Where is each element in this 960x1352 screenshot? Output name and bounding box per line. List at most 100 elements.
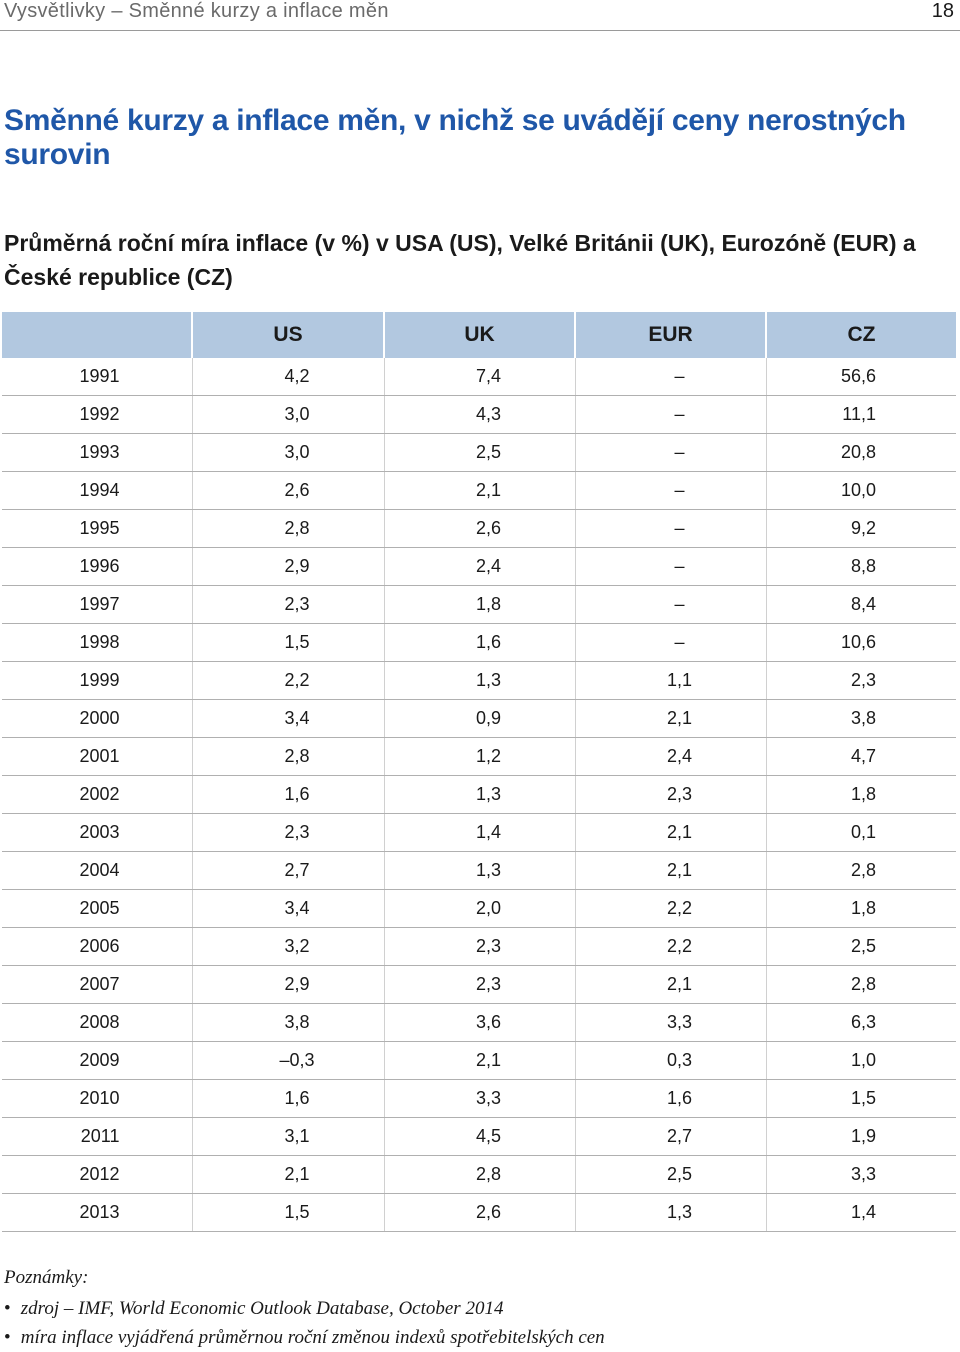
year-cell: 2005 [2, 889, 192, 928]
value-cell-eur: – [574, 547, 766, 586]
value-cell-cz: 10,0 [765, 471, 956, 510]
year-cell: 2001 [2, 737, 192, 776]
value-cell-cz: 3,3 [765, 1155, 956, 1194]
table-row: 2007 2,9 2,3 2,1 2,8 [2, 965, 956, 1004]
table-row: 1996 2,9 2,4–8,8 [2, 547, 956, 586]
value-cell-us: 1,6 [191, 1079, 384, 1118]
table-row: 1995 2,8 2,6–9,2 [2, 509, 956, 548]
bullet-icon: • [4, 1298, 11, 1319]
table-row: 2013 1,5 2,6 1,3 1,4 [2, 1193, 956, 1232]
year-cell: 2013 [2, 1193, 192, 1232]
value-cell-eur: – [574, 433, 766, 472]
note-item: • zdroj – IMF, World Economic Outlook Da… [4, 1294, 954, 1323]
value-cell-us: 1,6 [191, 775, 384, 814]
value-cell-cz: 1,8 [765, 775, 956, 814]
table-row: 2008 3,8 3,6 3,3 6,3 [2, 1003, 956, 1042]
value-cell-uk: 2,1 [383, 471, 575, 510]
value-cell-eur: 1,6 [574, 1079, 766, 1118]
value-cell-uk: 2,1 [383, 1041, 575, 1080]
table-caption: Průměrná roční míra inflace (v %) v USA … [4, 230, 916, 290]
value-cell-eur: 2,3 [574, 775, 766, 814]
value-cell-us: 3,4 [191, 699, 384, 738]
column-header-uk: UK [383, 312, 575, 358]
value-cell-cz: 6,3 [765, 1003, 956, 1042]
value-cell-cz: 20,8 [765, 433, 956, 472]
year-cell: 2004 [2, 851, 192, 890]
value-cell-uk: 4,3 [383, 395, 575, 434]
value-cell-uk: 7,4 [383, 358, 575, 396]
value-cell-uk: 2,6 [383, 1193, 575, 1232]
value-cell-us: 3,1 [191, 1117, 384, 1156]
value-cell-cz: 2,5 [765, 927, 956, 966]
table-row: 2006 3,2 2,3 2,2 2,5 [2, 927, 956, 966]
table-row: 1991 4,2 7,4–56,6 [2, 358, 956, 396]
note-text: zdroj – IMF, World Economic Outlook Data… [20, 1298, 504, 1319]
value-cell-uk: 2,0 [383, 889, 575, 928]
value-cell-eur: 1,3 [574, 1193, 766, 1232]
note-item: • míra inflace vyjádřená průměrnou roční… [4, 1323, 954, 1352]
value-cell-cz: 4,7 [765, 737, 956, 776]
value-cell-eur: 2,1 [574, 813, 766, 852]
table-row: 2003 2,3 1,4 2,1 0,1 [2, 813, 956, 852]
table-row: 2010 1,6 3,3 1,6 1,5 [2, 1079, 956, 1118]
value-cell-uk: 2,5 [383, 433, 575, 472]
table-header-row: US UK EUR CZ [2, 312, 956, 358]
value-cell-cz: 1,0 [765, 1041, 956, 1080]
value-cell-eur: 2,4 [574, 737, 766, 776]
column-header-eur: EUR [574, 312, 766, 358]
table-row: 1999 2,2 1,3 1,1 2,3 [2, 661, 956, 700]
year-cell: 1999 [2, 661, 192, 700]
value-cell-eur: 3,3 [574, 1003, 766, 1042]
value-cell-cz: 1,8 [765, 889, 956, 928]
value-cell-uk: 1,8 [383, 585, 575, 624]
value-cell-cz: 1,9 [765, 1117, 956, 1156]
value-cell-us: 2,3 [191, 585, 384, 624]
value-cell-cz: 0,1 [765, 813, 956, 852]
value-cell-uk: 2,3 [383, 927, 575, 966]
value-cell-eur: – [574, 358, 766, 396]
year-cell: 2010 [2, 1079, 192, 1118]
year-cell: 2007 [2, 965, 192, 1004]
value-cell-uk: 1,2 [383, 737, 575, 776]
value-cell-eur: – [574, 585, 766, 624]
column-header-year [2, 312, 192, 358]
year-cell: 1992 [2, 395, 192, 434]
value-cell-cz: 2,8 [765, 965, 956, 1004]
year-cell: 2012 [2, 1155, 192, 1194]
year-cell: 1991 [2, 358, 192, 396]
year-cell: 2003 [2, 813, 192, 852]
table-row: 2011 3,1 4,5 2,7 1,9 [2, 1117, 956, 1156]
value-cell-uk: 0,9 [383, 699, 575, 738]
table-row: 1997 2,3 1,8–8,4 [2, 585, 956, 624]
value-cell-cz: 2,8 [765, 851, 956, 890]
year-cell: 1995 [2, 509, 192, 548]
table-row: 1993 3,0 2,5–20,8 [2, 433, 956, 472]
value-cell-uk: 3,3 [383, 1079, 575, 1118]
value-cell-us: 2,7 [191, 851, 384, 890]
year-cell: 2000 [2, 699, 192, 738]
value-cell-eur: 2,2 [574, 927, 766, 966]
value-cell-uk: 1,3 [383, 775, 575, 814]
value-cell-us: 3,0 [191, 395, 384, 434]
value-cell-uk: 3,6 [383, 1003, 575, 1042]
value-cell-us: 2,2 [191, 661, 384, 700]
table-row: 2009 –0,3 2,1 0,3 1,0 [2, 1041, 956, 1080]
value-cell-eur: 1,1 [574, 661, 766, 700]
year-cell: 1994 [2, 471, 192, 510]
value-cell-cz: 56,6 [765, 358, 956, 396]
table-row: 2000 3,4 0,9 2,1 3,8 [2, 699, 956, 738]
table-row: 1992 3,0 4,3–11,1 [2, 395, 956, 434]
table-header: US UK EUR CZ [2, 312, 956, 358]
value-cell-eur: 2,1 [574, 965, 766, 1004]
value-cell-uk: 2,6 [383, 509, 575, 548]
running-header-title: Vysvětlivky – Směnné kurzy a inflace měn [4, 0, 389, 22]
bullet-icon: • [4, 1327, 11, 1348]
table-row: 2012 2,1 2,8 2,5 3,3 [2, 1155, 956, 1194]
value-cell-uk: 2,4 [383, 547, 575, 586]
year-cell: 2006 [2, 927, 192, 966]
year-cell: 1998 [2, 623, 192, 662]
value-cell-cz: 8,8 [765, 547, 956, 586]
inflation-table: US UK EUR CZ 1991 4,2 7,4–56,6 1992 3,0 4,3–11,1… [2, 312, 956, 1232]
table-body: 1991 4,2 7,4–56,6 1992 3,0 4,3–11,1 1993 3,0 2,5… [2, 358, 956, 1232]
value-cell-cz: 3,8 [765, 699, 956, 738]
